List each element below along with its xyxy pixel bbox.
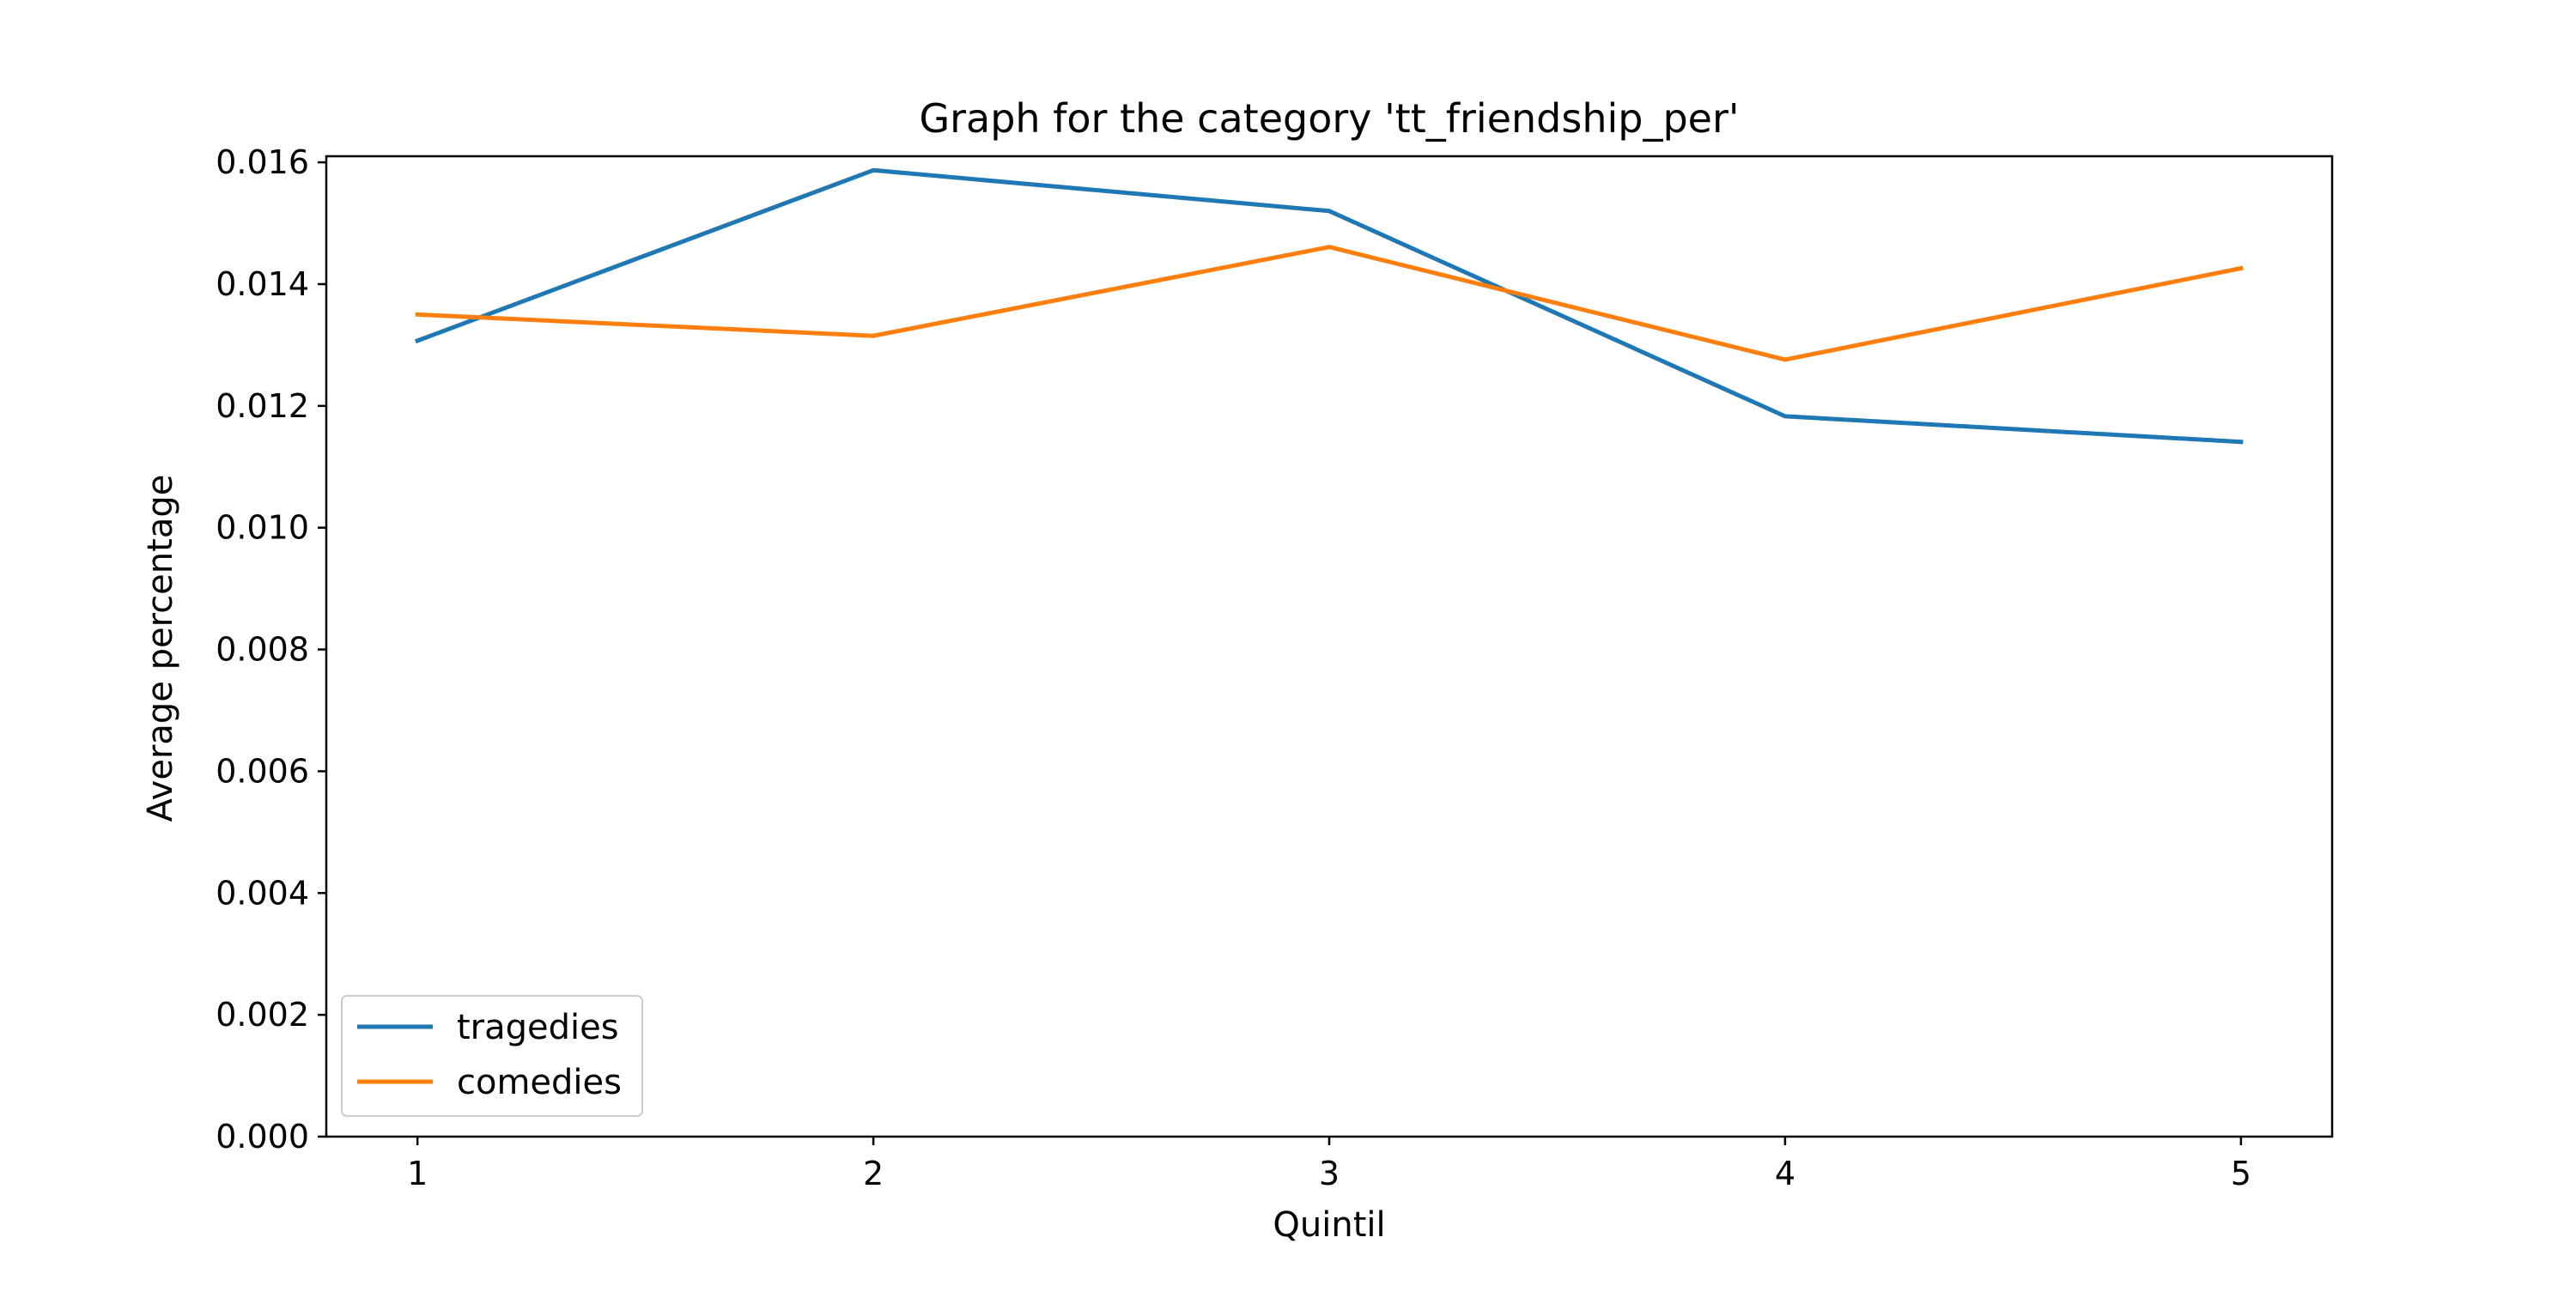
y-tick-label: 0.000 [216, 1118, 309, 1156]
y-axis-ticks: 0.000 0.002 0.004 0.006 0.008 0.010 0.012 0.014… [216, 143, 326, 1156]
y-tick-label: 0.004 [216, 874, 309, 912]
y-tick-label: 0.012 [216, 387, 309, 425]
y-tick-label: 0.010 [216, 509, 309, 547]
y-tick-label: 0.002 [216, 996, 309, 1034]
y-tick-label: 0.008 [216, 631, 309, 669]
series-line-comedies [415, 245, 2244, 362]
x-axis-label: Quintil [1273, 1205, 1385, 1245]
series-lines [414, 167, 2244, 445]
y-tick-label: 0.006 [216, 752, 309, 790]
y-tick-label: 0.016 [216, 143, 309, 181]
x-tick-label: 3 [1319, 1155, 1340, 1192]
y-tick-label: 0.014 [216, 265, 309, 303]
x-tick-label: 5 [2231, 1155, 2251, 1192]
legend-label-tragedies: tragedies [457, 1008, 619, 1047]
legend-label-comedies: comedies [457, 1063, 622, 1102]
x-tick-label: 4 [1775, 1155, 1795, 1192]
x-tick-label: 2 [863, 1155, 884, 1192]
plot-frame [325, 155, 2334, 1138]
chart-title: Graph for the category 'tt_friendship_pe… [919, 95, 1739, 142]
series-line-tragedies [414, 167, 2244, 445]
x-tick-label: 1 [407, 1155, 428, 1192]
x-axis-ticks: 1 2 3 4 5 [407, 1137, 2251, 1192]
y-axis-label: Average percentage [141, 475, 180, 822]
legend: tragedies comedies [341, 995, 643, 1117]
